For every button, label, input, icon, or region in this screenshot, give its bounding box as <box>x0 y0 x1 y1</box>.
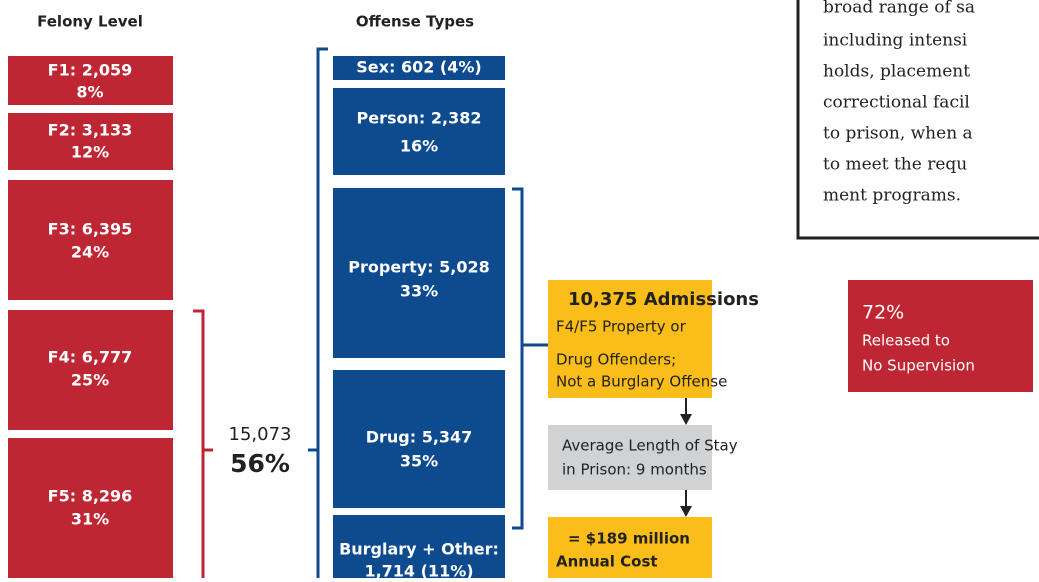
admissions-box <box>548 280 712 398</box>
bracket-share: 56% <box>230 449 290 478</box>
offense-box <box>333 56 505 80</box>
felony-label: F3: 6,395 <box>48 220 133 239</box>
note-line: to prison, when a <box>823 124 973 144</box>
note-line: correctional facil <box>823 93 970 113</box>
offense-share: 33% <box>400 282 438 301</box>
note-line: holds, placement <box>823 62 970 82</box>
offense-box <box>333 88 505 175</box>
offense-label: Drug: 5,347 <box>366 428 473 447</box>
cost-line: = $189 million <box>568 530 690 548</box>
admissions-line: F4/F5 Property or <box>556 318 687 336</box>
offense-box <box>333 188 505 358</box>
offense-share: 16% <box>400 137 438 156</box>
note-line: to meet the requ <box>823 155 967 175</box>
felony-label: F4: 6,777 <box>48 348 133 367</box>
offense-label: Sex: 602 (4%) <box>356 58 481 77</box>
note-border <box>796 0 1039 240</box>
admissions-line: Drug Offenders; <box>556 351 676 369</box>
released-line: Released to <box>862 332 950 350</box>
felony-box <box>8 180 173 300</box>
felony-share: 12% <box>71 143 109 162</box>
felony-share: 8% <box>76 83 103 102</box>
note-line: including intensi <box>823 31 968 51</box>
felony-bracket <box>193 309 213 578</box>
arrow-head <box>680 506 692 517</box>
property-drug-bracket <box>512 187 548 530</box>
stay-line: in Prison: 9 months <box>562 461 707 479</box>
cost-line: Annual Cost <box>556 553 658 571</box>
felony-box <box>8 113 173 170</box>
stay-box <box>548 425 712 490</box>
admissions-title: 10,375 Admissions <box>568 289 759 310</box>
felony-box <box>8 310 173 430</box>
stay-line: Average Length of Stay <box>562 437 738 455</box>
released-box <box>848 280 1033 392</box>
offense-label: Person: 2,382 <box>357 109 482 128</box>
felony-boxes <box>8 56 173 582</box>
offense-share: 35% <box>400 452 438 471</box>
felony-label: F1: 2,059 <box>48 61 133 80</box>
offense-label: Burglary + Other: <box>339 540 499 559</box>
offense-box <box>333 370 505 508</box>
offense-bracket <box>308 47 328 578</box>
note-line: ment programs. <box>823 186 961 206</box>
offense-box <box>333 515 505 582</box>
felony-label: F5: 8,296 <box>48 487 133 506</box>
felony-share: 25% <box>71 371 109 390</box>
felony-share: 24% <box>71 243 109 262</box>
bracket-count: 15,073 <box>229 424 292 445</box>
offense-boxes <box>333 56 505 582</box>
released-share: 72% <box>862 302 904 324</box>
felony-label: F2: 3,133 <box>48 121 133 140</box>
admissions-line: Not a Burglary Offense <box>556 373 727 391</box>
released-line: No Supervision <box>862 357 975 375</box>
cost-box <box>548 517 712 582</box>
offense-share: 1,714 (11%) <box>364 562 473 579</box>
felony-box <box>8 56 173 105</box>
felony-box <box>8 438 173 582</box>
felony-share: 31% <box>71 510 109 529</box>
offense-label: Property: 5,028 <box>348 258 489 277</box>
arrow-head <box>680 414 692 425</box>
note-line: broad range of sa <box>823 0 975 18</box>
felony-header: Felony Level <box>37 13 143 31</box>
offense-header: Offense Types <box>356 13 474 31</box>
